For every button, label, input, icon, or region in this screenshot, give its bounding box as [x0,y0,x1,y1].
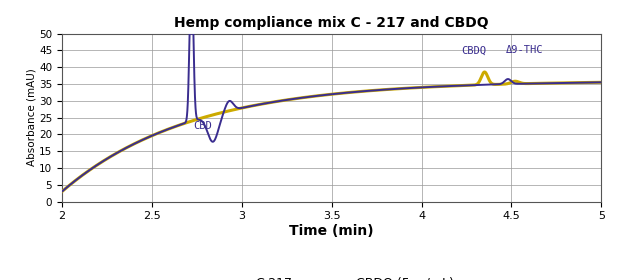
Legend: C-217, CBDQ (5μg/mL): C-217, CBDQ (5μg/mL) [205,272,459,280]
Y-axis label: Absorbance (mAU): Absorbance (mAU) [26,69,36,167]
Title: Hemp compliance mix C - 217 and CBDQ: Hemp compliance mix C - 217 and CBDQ [174,16,489,30]
Text: CBD: CBD [193,121,212,131]
Text: Δ9-THC: Δ9-THC [506,45,544,55]
Text: CBDQ: CBDQ [461,45,486,55]
X-axis label: Time (min): Time (min) [290,224,374,238]
